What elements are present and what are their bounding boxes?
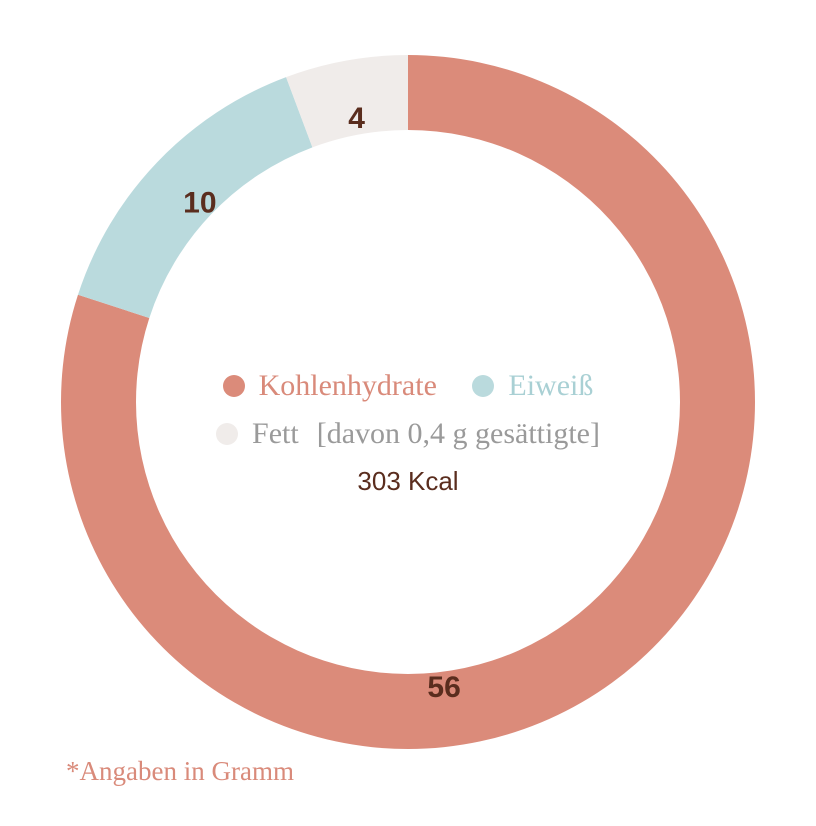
legend-row-2: Fett [davon 0,4 g gesättigte]: [0, 419, 816, 451]
center-kcal-text: 303 Kcal: [357, 466, 459, 496]
legend-label-fett: Fett: [252, 417, 299, 450]
legend-dot-kohlenhydrate: [222, 375, 245, 397]
legend-label-fett-note: [davon 0,4 g gesättigte]: [316, 417, 600, 450]
legend-label-kohlenhydrate: Kohlenhydrate: [258, 369, 437, 402]
slice-label-eiweiss: 10: [183, 186, 216, 219]
footnote: *Angaben in Gramm: [66, 756, 294, 786]
legend-label-eiweiss: Eiweiß: [508, 369, 594, 402]
slice-fett[interactable]: [286, 55, 408, 148]
legend-dot-fett: [216, 423, 239, 445]
legend-item-eiweiss[interactable]: Eiweiß: [472, 371, 593, 401]
slice-label-fett: 4: [348, 102, 365, 135]
slice-labels: 56 10 4: [183, 102, 461, 704]
slice-label-kohlenhydrate: 56: [427, 671, 460, 704]
legend-row-1: Kohlenhydrate Eiweiß: [0, 371, 816, 403]
donut-slices: [60, 55, 755, 749]
legend-item-kohlenhydrate[interactable]: Kohlenhydrate: [222, 369, 437, 402]
legend-dot-eiweiss: [472, 375, 495, 397]
slice-eiweiss[interactable]: [77, 77, 313, 318]
legend-item-fett[interactable]: Fett [davon 0,4 g gesättigte]: [216, 419, 600, 449]
